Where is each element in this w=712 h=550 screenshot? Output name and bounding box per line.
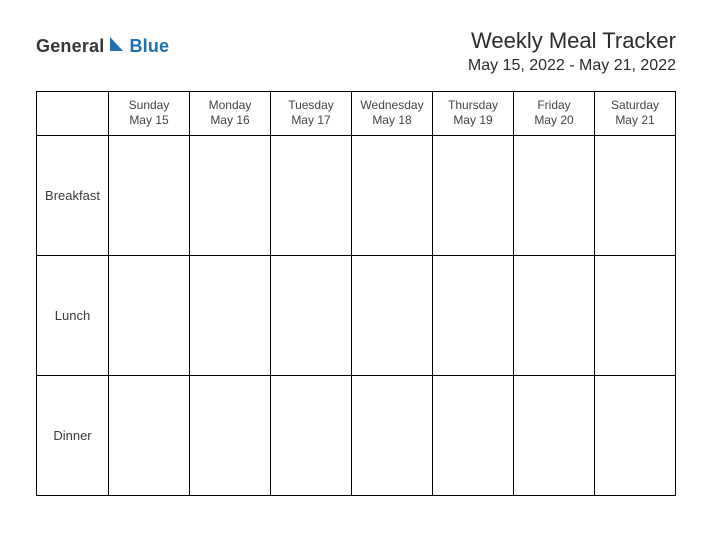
- day-date: May 17: [271, 113, 351, 127]
- date-range: May 15, 2022 - May 21, 2022: [468, 57, 676, 75]
- day-header: TuesdayMay 17: [271, 92, 352, 136]
- logo-word-blue: Blue: [129, 36, 169, 57]
- day-date: May 16: [190, 113, 270, 127]
- day-date: May 19: [433, 113, 513, 127]
- title-block: Weekly Meal Tracker May 15, 2022 - May 2…: [468, 28, 676, 75]
- day-header: SundayMay 15: [109, 92, 190, 136]
- logo-sail-icon: [109, 36, 127, 52]
- table-header-row: SundayMay 15 MondayMay 16 TuesdayMay 17 …: [37, 92, 676, 136]
- meal-cell[interactable]: [595, 376, 676, 496]
- day-date: May 18: [352, 113, 432, 127]
- meal-cell[interactable]: [433, 136, 514, 256]
- meal-cell[interactable]: [352, 376, 433, 496]
- meal-cell[interactable]: [271, 376, 352, 496]
- meal-cell[interactable]: [109, 136, 190, 256]
- meal-cell[interactable]: [514, 376, 595, 496]
- meal-cell[interactable]: [595, 256, 676, 376]
- meal-cell[interactable]: [190, 136, 271, 256]
- day-name: Sunday: [129, 98, 170, 112]
- meal-cell[interactable]: [514, 136, 595, 256]
- meal-row-header: Dinner: [37, 376, 109, 496]
- day-header: FridayMay 20: [514, 92, 595, 136]
- day-name: Friday: [537, 98, 570, 112]
- day-header: MondayMay 16: [190, 92, 271, 136]
- logo-word-general: General: [36, 36, 104, 57]
- meal-cell[interactable]: [271, 136, 352, 256]
- meal-cell[interactable]: [109, 256, 190, 376]
- meal-cell[interactable]: [352, 136, 433, 256]
- day-name: Saturday: [611, 98, 659, 112]
- meal-cell[interactable]: [109, 376, 190, 496]
- table-row: Dinner: [37, 376, 676, 496]
- day-date: May 20: [514, 113, 594, 127]
- header: General Blue Weekly Meal Tracker May 15,…: [36, 28, 676, 75]
- meal-cell[interactable]: [352, 256, 433, 376]
- day-name: Monday: [209, 98, 252, 112]
- table-row: Breakfast: [37, 136, 676, 256]
- logo: General Blue: [36, 28, 169, 57]
- meal-cell[interactable]: [433, 256, 514, 376]
- day-date: May 15: [109, 113, 189, 127]
- meal-cell[interactable]: [514, 256, 595, 376]
- day-name: Wednesday: [360, 98, 423, 112]
- meal-tracker-table: SundayMay 15 MondayMay 16 TuesdayMay 17 …: [36, 91, 676, 496]
- meal-row-header: Lunch: [37, 256, 109, 376]
- table-corner-cell: [37, 92, 109, 136]
- meal-row-header: Breakfast: [37, 136, 109, 256]
- page-title: Weekly Meal Tracker: [468, 28, 676, 54]
- meal-cell[interactable]: [271, 256, 352, 376]
- page-root: General Blue Weekly Meal Tracker May 15,…: [0, 0, 712, 550]
- meal-cell[interactable]: [595, 136, 676, 256]
- meal-cell[interactable]: [190, 256, 271, 376]
- day-name: Thursday: [448, 98, 498, 112]
- day-header: SaturdayMay 21: [595, 92, 676, 136]
- day-header: ThursdayMay 19: [433, 92, 514, 136]
- day-name: Tuesday: [288, 98, 334, 112]
- meal-cell[interactable]: [190, 376, 271, 496]
- table-row: Lunch: [37, 256, 676, 376]
- day-date: May 21: [595, 113, 675, 127]
- day-header: WednesdayMay 18: [352, 92, 433, 136]
- meal-cell[interactable]: [433, 376, 514, 496]
